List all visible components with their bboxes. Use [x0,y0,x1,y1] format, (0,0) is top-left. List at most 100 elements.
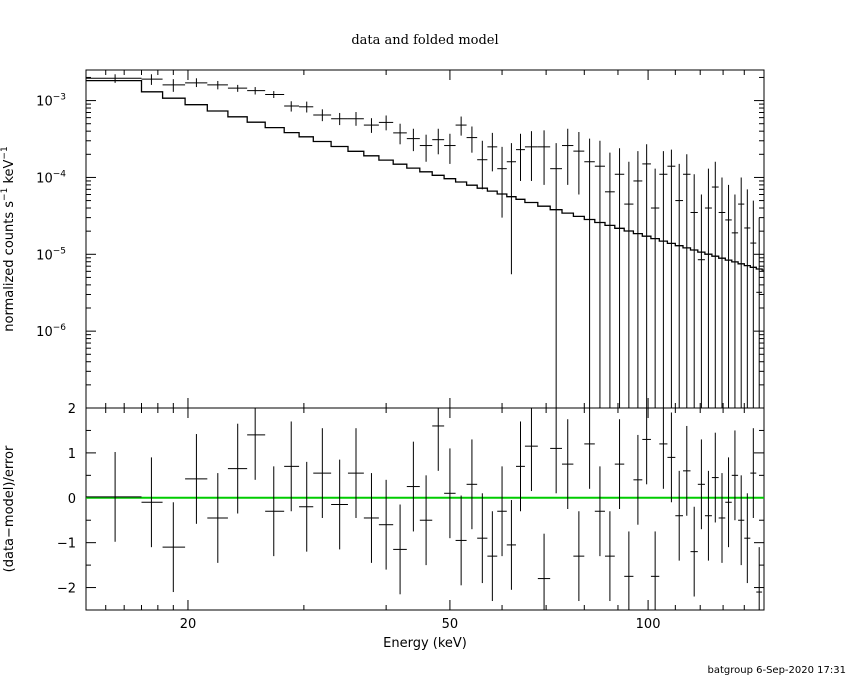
data-point [704,168,712,408]
residual-points [86,408,763,610]
data-point [718,177,726,408]
data-point [604,152,615,408]
residual-point [697,439,705,530]
top-y-axis-label: normalized counts s−1 keV−1 [0,146,17,331]
data-point [506,143,516,275]
data-point [614,148,625,408]
residual-point [675,470,684,561]
data-point [711,161,719,408]
data-point [642,144,651,408]
residual-point [614,419,625,509]
residual-point [432,408,445,471]
data-point [659,151,668,408]
data-point [313,109,332,122]
residual-point [331,459,348,550]
data-point [756,217,763,408]
data-point [393,123,407,145]
data-point [227,84,248,92]
residual-point [725,457,732,548]
x-tick-label: 50 [442,617,459,632]
residual-point [744,493,751,584]
data-point [347,112,364,126]
top-y-axis-label-unit: keV [2,159,17,183]
residual-point [537,533,551,610]
residual-point [550,408,563,494]
data-point [594,140,605,408]
data-point [141,74,163,85]
residual-point [393,504,407,595]
data-point [487,132,498,172]
residual-point [711,432,719,523]
data-point [584,138,595,408]
y-tick-label: 10−3 [36,93,66,110]
top-y-axis-label-sup1: −1 [0,188,10,201]
data-point [331,112,348,126]
model-curve [86,79,764,271]
bottom-frame [85,407,765,611]
y-tick-label: 2 [68,402,76,417]
data-point [466,126,478,153]
data-point [515,133,525,181]
residual-point [455,495,467,586]
data-point [738,177,745,408]
residual-point [562,419,574,509]
bottom-y-tick-labels: 2 1 0 −1 −2 [57,402,76,597]
residual-point [185,434,208,524]
residual-point [363,473,379,563]
bottom-y-axis-label: (data−model)/error [2,445,17,572]
residual-point [378,479,394,570]
residual-point [650,531,660,610]
residual-point [265,466,285,557]
residual-point [207,473,228,563]
data-point [633,151,643,408]
residual-point [466,439,478,530]
residual-point [444,448,456,539]
data-point [455,116,467,136]
y-tick-label: 1 [68,447,76,462]
residual-point [162,502,186,593]
data-point [162,79,186,92]
top-y-axis-label-text: normalized counts s [2,201,17,332]
residual-point [683,425,691,516]
residual-point [477,493,488,584]
y-tick-label: −2 [57,582,76,597]
x-tick-labels: 20 50 100 [180,617,661,632]
residual-point [642,408,651,485]
data-point [667,149,676,408]
data-point [406,128,420,152]
data-point [744,189,751,408]
bottom-ticks [86,407,765,611]
residual-point [718,473,726,563]
model-histogram [86,79,764,271]
data-point [247,87,266,95]
residual-point [347,428,364,518]
bottom-panel: 2 1 0 −1 −2 [57,402,765,611]
data-point [432,128,445,155]
top-y-tick-labels: 10−3 10−4 10−5 10−6 [36,93,66,341]
data-point [265,91,285,99]
residual-point [299,461,314,552]
residual-point [487,511,498,602]
residual-point [659,408,668,489]
y-tick-label: 0 [68,492,76,507]
residual-point [313,428,332,518]
data-point [573,132,585,195]
residual-point [756,547,763,610]
x-axis-label: Energy (keV) [383,636,467,651]
data-point [299,101,314,113]
data-point [497,146,507,218]
residual-point [524,408,538,492]
residual-point [497,466,507,557]
residual-point [604,511,615,602]
data-point [86,74,142,83]
residual-point [284,421,300,512]
y-tick-label: 10−6 [36,323,66,340]
data-point [690,174,698,408]
residual-point [247,408,266,480]
data-point [207,80,228,90]
data-point [697,194,705,408]
residual-point [141,457,163,548]
x-tick-label: 100 [636,617,661,632]
residual-point [406,441,420,532]
